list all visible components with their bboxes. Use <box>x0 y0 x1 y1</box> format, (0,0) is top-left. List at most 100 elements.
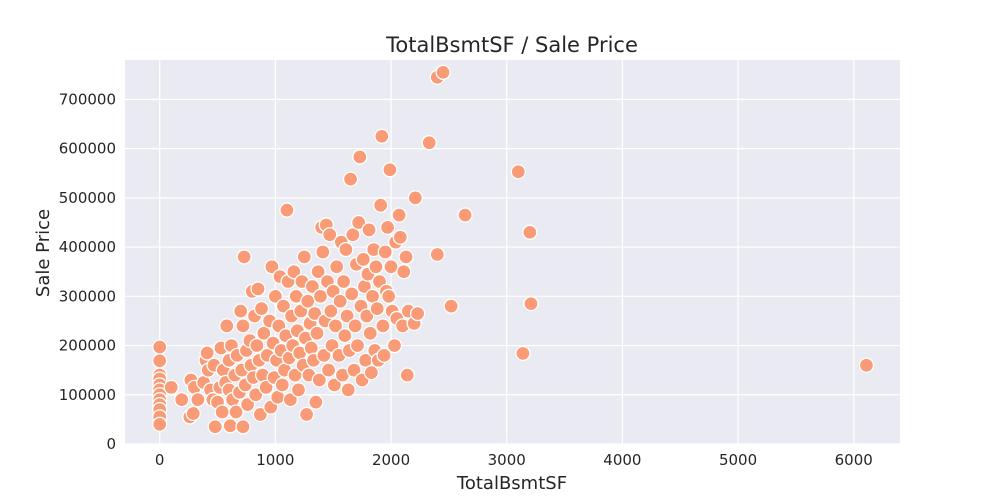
data-point <box>329 259 345 275</box>
data-point <box>386 337 403 354</box>
data-point <box>421 135 437 151</box>
data-point <box>377 244 393 260</box>
data-point <box>396 264 412 280</box>
x-tick-labels: 0 1000 2000 3000 4000 5000 6000 <box>155 451 873 469</box>
data-point <box>310 264 326 280</box>
data-point <box>372 197 389 213</box>
data-point <box>304 278 321 295</box>
x-tick-label: 3000 <box>488 451 526 469</box>
data-point <box>407 190 423 206</box>
data-point <box>219 318 235 334</box>
y-tick-label: 600000 <box>59 140 116 158</box>
y-tick-label: 300000 <box>59 287 116 305</box>
data-point <box>374 128 390 144</box>
data-point <box>315 244 331 260</box>
data-point <box>275 298 292 314</box>
data-point <box>391 207 407 223</box>
x-tick-label: 2000 <box>372 451 410 469</box>
data-point <box>342 171 359 187</box>
data-point <box>298 406 315 423</box>
data-point <box>351 214 367 231</box>
data-point <box>235 419 251 435</box>
data-point <box>222 418 238 434</box>
data-point <box>152 416 168 432</box>
data-point <box>290 382 307 398</box>
y-tick-label: 200000 <box>59 337 116 355</box>
data-point <box>199 345 215 361</box>
data-point <box>363 364 380 381</box>
data-point <box>239 396 256 413</box>
y-tick-labels: 0 100000 200000 300000 400000 500000 600000 700… <box>59 90 116 453</box>
data-point <box>185 405 201 422</box>
data-point <box>308 394 324 410</box>
data-point <box>286 264 302 280</box>
data-point <box>362 325 378 341</box>
data-point <box>152 353 168 369</box>
data-point <box>457 207 473 223</box>
chart-title: TotalBsmtSF / Sale Price <box>385 33 638 57</box>
data-point <box>236 249 252 265</box>
data-point <box>368 259 384 275</box>
y-tick-label: 700000 <box>59 90 116 108</box>
data-point <box>256 325 272 341</box>
data-point <box>307 305 323 322</box>
data-point <box>375 318 391 334</box>
data-point <box>233 303 249 319</box>
data-point <box>207 419 223 435</box>
x-tick-label: 4000 <box>603 451 641 469</box>
data-point <box>429 246 445 263</box>
data-point <box>338 241 354 258</box>
data-point <box>383 259 399 275</box>
data-point <box>339 308 355 324</box>
data-point <box>174 392 190 408</box>
data-point <box>252 406 268 423</box>
data-point <box>322 227 338 243</box>
data-point <box>443 298 459 314</box>
data-point <box>522 224 538 240</box>
data-point <box>398 249 414 265</box>
data-point <box>858 357 875 373</box>
data-point <box>311 372 327 388</box>
data-point <box>267 288 284 304</box>
data-point <box>253 300 270 317</box>
data-point <box>379 219 396 236</box>
y-tick-label: 0 <box>106 435 116 453</box>
data-point <box>359 308 375 324</box>
data-point <box>335 273 352 290</box>
data-point <box>382 162 398 178</box>
data-point <box>361 222 377 238</box>
data-point <box>345 227 361 243</box>
data-point <box>344 286 360 302</box>
data-point <box>369 300 385 317</box>
data-point <box>347 318 363 334</box>
data-point <box>337 328 353 344</box>
data-point <box>279 202 295 218</box>
data-point <box>327 318 344 334</box>
data-point <box>312 288 329 304</box>
data-point <box>515 345 531 362</box>
data-point <box>249 337 265 354</box>
data-point <box>409 305 426 322</box>
data-point <box>340 382 356 398</box>
data-point <box>190 392 206 408</box>
data-point <box>381 288 397 304</box>
x-tick-label: 0 <box>155 451 165 469</box>
data-point <box>355 251 371 268</box>
x-tick-label: 1000 <box>256 451 294 469</box>
x-tick-label: 6000 <box>835 451 873 469</box>
data-point <box>296 249 312 265</box>
data-point <box>320 362 337 378</box>
data-point <box>332 293 348 309</box>
data-point <box>228 404 244 420</box>
data-point <box>163 379 179 396</box>
data-point <box>309 325 325 341</box>
data-point <box>323 303 339 319</box>
data-point <box>523 296 539 312</box>
x-tick-label: 5000 <box>719 451 757 469</box>
data-point <box>392 229 408 245</box>
data-point <box>303 340 319 356</box>
data-point <box>235 318 251 334</box>
y-tick-label: 400000 <box>59 238 116 256</box>
data-point <box>152 339 168 355</box>
